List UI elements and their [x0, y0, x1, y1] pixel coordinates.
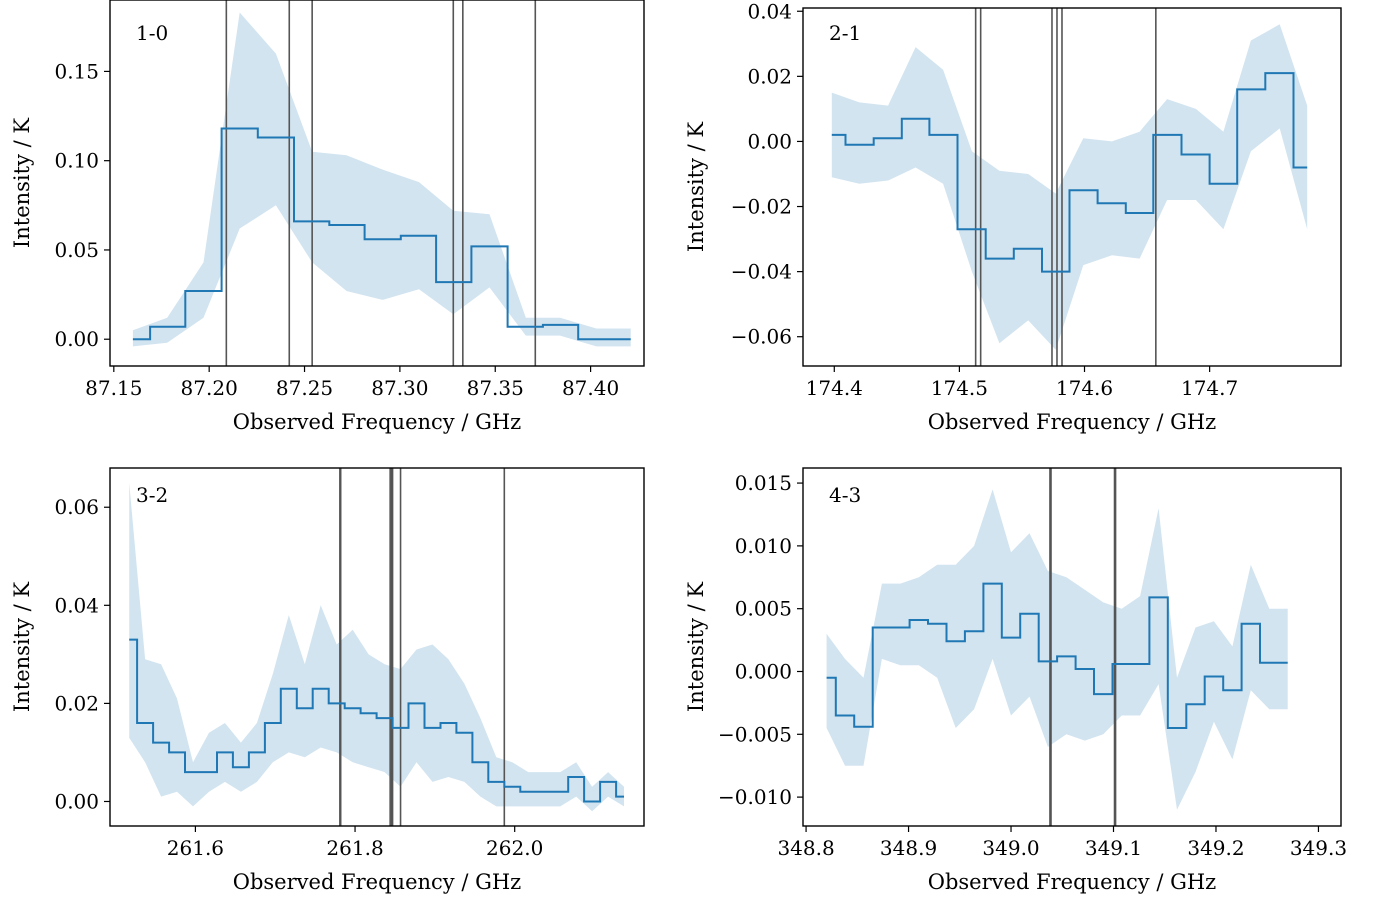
- panel-1-0-ytick-label: 0.10: [54, 149, 99, 173]
- panel-4-3-spectrum-line: [826, 582, 1288, 729]
- panel-2-1-xaxis-label: Observed Frequency / GHz: [928, 410, 1216, 434]
- panel-4-3: 348.8 348.9 349.0 349.1 349.2 349.3 0.015 0.010…: [684, 467, 1347, 894]
- panel-3-2-ytick-label: 0.02: [54, 691, 99, 715]
- panel-3-2-plot-area: [129, 468, 624, 826]
- panel-4-3-yaxis-label: Intensity / K: [684, 582, 708, 712]
- panel-2-1-xtick-label: 174.5: [931, 376, 988, 400]
- panel-2-1-ytick-label: −0.06: [731, 325, 792, 349]
- panel-4-3-xtick-label: 348.8: [777, 836, 834, 860]
- panel-2-1-ytick-label: 0.00: [747, 129, 792, 153]
- panel-1-0: 87.15 87.20 87.25 87.30 87.35 87.40 0.00 0.05 0.…: [10, 0, 645, 434]
- panel-3-2-ytick-label: 0.00: [54, 789, 99, 813]
- panel-4-3-ytick-label: 0.010: [735, 534, 792, 558]
- panel-4-3-ytick-label: −0.010: [718, 785, 792, 809]
- panel-4-3-uncertainty-band: [826, 489, 1288, 810]
- panel-4-3-plot-area: [826, 468, 1288, 826]
- panel-1-0-axes-frame: [109, 0, 645, 367]
- panel-3-2-xtick-label: 261.8: [326, 836, 383, 860]
- panel-4-3-xtick-label: 348.9: [880, 836, 937, 860]
- panel-1-0-xaxis-label: Observed Frequency / GHz: [233, 410, 521, 434]
- panel-2-1-transition-label: 2-1: [829, 21, 861, 45]
- panel-2-1-axes-frame: [802, 7, 1342, 367]
- panel-2-1-ytick-label: −0.04: [731, 260, 792, 284]
- panel-3-2-uncertainty-band: [129, 482, 624, 812]
- panel-2-1: 174.4 174.5 174.6 174.7 0.04 0.02 0.00 −0.02 −0.…: [684, 0, 1342, 434]
- panel-4-3-xtick-label: 349.2: [1187, 836, 1244, 860]
- panel-4-3-axes-frame: [802, 467, 1342, 827]
- panel-3-2-yaxis-label: Intensity / K: [10, 582, 34, 712]
- panel-3-2-xtick-label: 262.0: [486, 836, 543, 860]
- panel-1-0-ytick-label: 0.00: [54, 327, 99, 351]
- panel-4-3-ytick-label: 0.000: [735, 659, 792, 683]
- panel-2-1-ytick-label: −0.02: [731, 195, 792, 219]
- panel-3-2-axes-frame: [109, 467, 645, 827]
- panel-4-3-ytick-label: 0.005: [735, 597, 792, 621]
- panel-1-0-ytick-label: 0.15: [54, 59, 99, 83]
- panel-3-2-ytick-label: 0.04: [54, 593, 99, 617]
- panel-2-1-plot-area: [831, 8, 1308, 366]
- panel-2-1-ytick-label: 0.02: [747, 64, 792, 88]
- panel-3-2-xaxis-label: Observed Frequency / GHz: [233, 870, 521, 894]
- panel-3-2: 261.6 261.8 262.0 0.00 0.02 0.04 0.06 Observed …: [10, 467, 645, 894]
- panel-1-0-xtick-label: 87.20: [181, 376, 238, 400]
- panel-4-3-transition-label: 4-3: [829, 483, 861, 507]
- panel-1-0-xtick-label: 87.15: [85, 376, 142, 400]
- panel-4-3-xtick-label: 349.1: [1085, 836, 1142, 860]
- panel-2-1-yaxis-label: Intensity / K: [684, 122, 708, 252]
- panel-4-3-xaxis-label: Observed Frequency / GHz: [928, 870, 1216, 894]
- panel-2-1-xtick-label: 174.6: [1056, 376, 1113, 400]
- panel-4-3-xtick-label: 349.3: [1290, 836, 1347, 860]
- panel-3-2-transition-label: 3-2: [136, 483, 168, 507]
- panel-1-0-xtick-label: 87.40: [562, 376, 619, 400]
- panel-2-1-xtick-label: 174.7: [1181, 376, 1238, 400]
- panel-2-1-uncertainty-band: [831, 24, 1308, 350]
- panel-3-2-spectrum-line: [129, 638, 624, 803]
- panel-3-2-ytick-label: 0.06: [54, 495, 99, 519]
- panel-1-0-yaxis-label: Intensity / K: [10, 118, 34, 248]
- panel-3-2-xtick-label: 261.6: [167, 836, 224, 860]
- panel-2-1-ytick-label: 0.04: [747, 0, 792, 23]
- panel-2-1-xtick-label: 174.4: [806, 376, 863, 400]
- panel-1-0-ytick-label: 0.05: [54, 238, 99, 262]
- panel-1-0-xtick-label: 87.30: [371, 376, 428, 400]
- panel-1-0-xtick-label: 87.35: [467, 376, 524, 400]
- panel-1-0-plot-area: [132, 0, 631, 366]
- panel-1-0-xtick-label: 87.25: [276, 376, 333, 400]
- panel-1-0-uncertainty-band: [132, 12, 631, 347]
- panel-1-0-spectrum-line: [132, 127, 631, 341]
- panel-4-3-xtick-label: 349.0: [982, 836, 1039, 860]
- panel-4-3-ytick-label: 0.015: [735, 471, 792, 495]
- panel-1-0-transition-label: 1-0: [136, 21, 168, 45]
- panel-4-3-ytick-label: −0.005: [718, 722, 792, 746]
- panel-2-1-spectrum-line: [831, 72, 1308, 273]
